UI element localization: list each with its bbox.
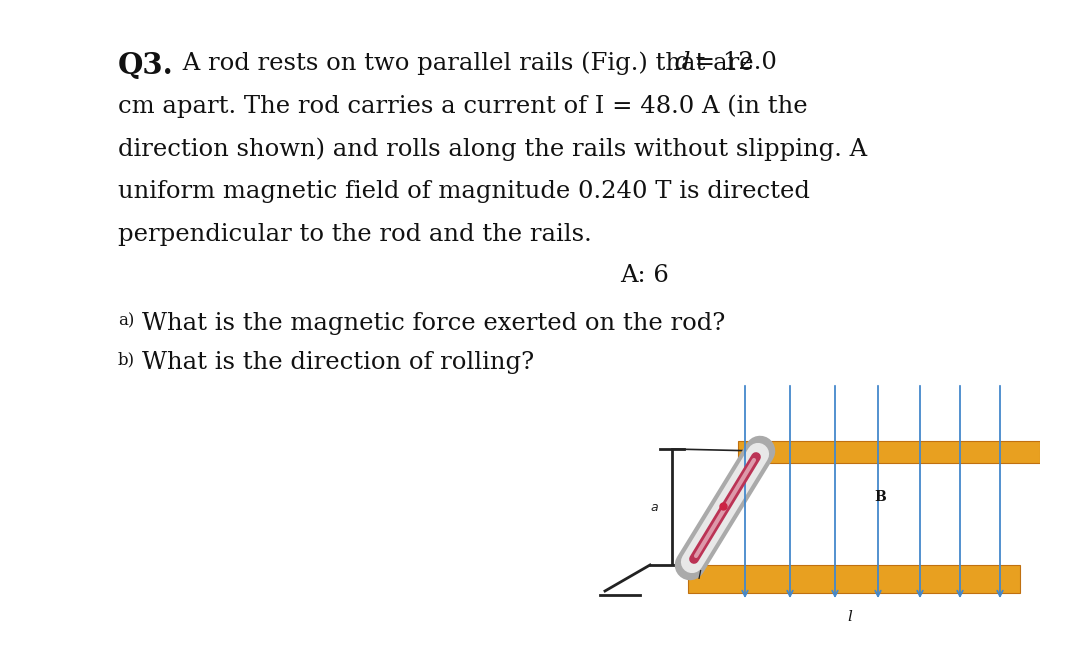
Text: uniform magnetic field of magnitude 0.240 T is directed: uniform magnetic field of magnitude 0.24… bbox=[118, 180, 810, 203]
Text: a): a) bbox=[118, 312, 134, 329]
Text: a: a bbox=[650, 501, 658, 514]
Text: Q3.: Q3. bbox=[118, 51, 174, 80]
Text: I: I bbox=[698, 569, 702, 582]
Text: A: 6: A: 6 bbox=[620, 264, 669, 287]
Text: What is the magnetic force exerted on the rod?: What is the magnetic force exerted on th… bbox=[141, 312, 726, 335]
Bar bbox=[738, 441, 1040, 463]
Text: What is the direction of rolling?: What is the direction of rolling? bbox=[141, 351, 535, 374]
Text: b): b) bbox=[118, 351, 135, 368]
Text: cm apart. The rod carries a current of I = 48.0 A (in the: cm apart. The rod carries a current of I… bbox=[118, 94, 808, 117]
Bar bbox=[688, 565, 1020, 593]
Text: d: d bbox=[675, 51, 690, 74]
Text: perpendicular to the rod and the rails.: perpendicular to the rod and the rails. bbox=[118, 223, 592, 246]
Text: l: l bbox=[848, 610, 852, 624]
Text: A rod rests on two parallel rails (Fig.) that are: A rod rests on two parallel rails (Fig.)… bbox=[175, 51, 761, 75]
Text: = 12.0: = 12.0 bbox=[687, 51, 777, 74]
Text: direction shown) and rolls along the rails without slipping. A: direction shown) and rolls along the rai… bbox=[118, 137, 867, 160]
Text: B: B bbox=[874, 490, 886, 504]
